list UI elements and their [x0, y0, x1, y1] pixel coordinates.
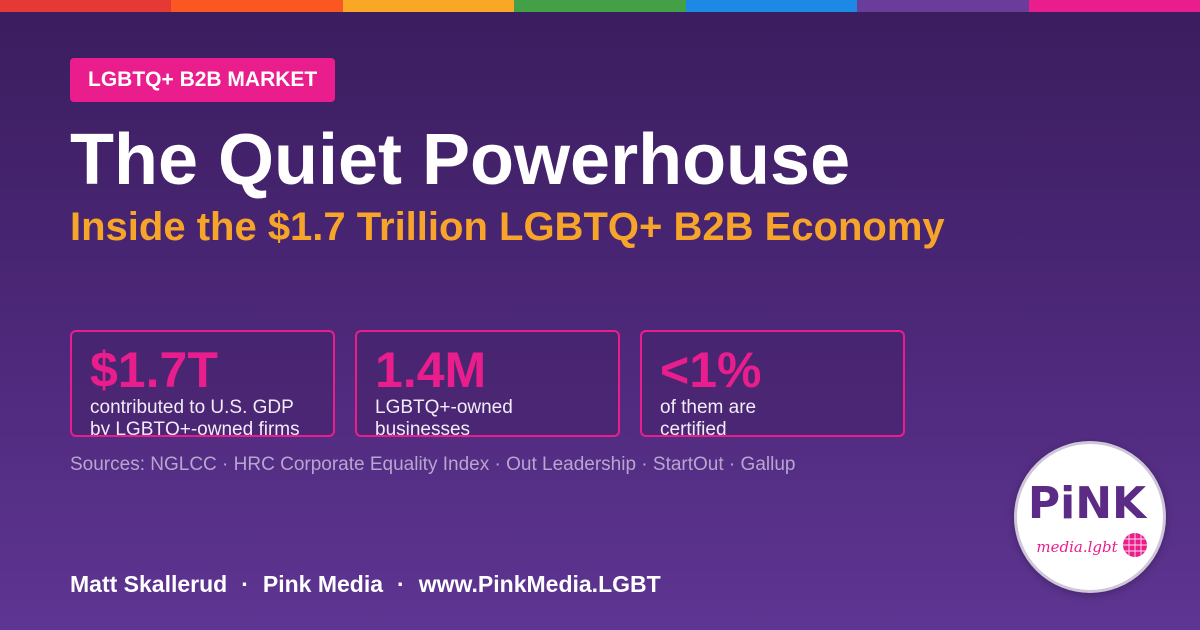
stat-label: of them are certified [660, 397, 885, 437]
rainbow-stripe [0, 0, 1200, 12]
author-name: Matt Skallerud [70, 571, 228, 597]
rainbow-segment-yellow [342, 0, 515, 12]
rainbow-segment-green [514, 0, 686, 12]
pink-media-logo[interactable]: PiNK media.lgbt [1014, 441, 1166, 593]
footer-separator: · [397, 571, 405, 597]
stat-card-certified: <1% of them are certified [640, 330, 905, 437]
rainbow-segment-blue [685, 0, 858, 12]
stat-label: contributed to U.S. GDP by LGBTQ+-owned … [90, 397, 315, 437]
stat-label-line: contributed to U.S. GDP [90, 397, 294, 418]
stat-label-line: of them are [660, 397, 757, 418]
rainbow-segment-purple [857, 0, 1029, 12]
stat-value: <1% [660, 342, 762, 398]
stat-card-gdp: $1.7T contributed to U.S. GDP by LGBTQ+-… [70, 330, 335, 437]
rainbow-segment-pink [1028, 0, 1200, 12]
logo-wordmark: PiNK [1028, 478, 1148, 529]
stat-value: 1.4M [375, 342, 487, 398]
company-name: Pink Media [262, 571, 384, 597]
logo-tagline: media.lgbt [1036, 538, 1118, 556]
footer-separator: · [241, 571, 249, 597]
footer-credits: Matt Skallerud · Pink Media · www.PinkMedia.… [70, 569, 661, 599]
page-subtitle: Inside the $1.7 Trillion LGBTQ+ B2B Econ… [70, 205, 945, 249]
category-badge: LGBTQ+ B2B MARKET [70, 58, 336, 102]
rainbow-segment-red [0, 0, 172, 12]
logo-graphic: PiNK media.lgbt [1028, 478, 1148, 557]
disco-ball-grid [1123, 533, 1147, 557]
stat-label-line: certified [660, 419, 727, 437]
stat-card-businesses: 1.4M LGBTQ+-owned businesses [355, 330, 620, 437]
sources-note: Sources: NGLCC · HRC Corporate Equality … [70, 454, 796, 475]
stat-label-line: businesses [375, 419, 471, 437]
stat-label-line: by LGBTQ+-owned firms [90, 419, 300, 437]
page-title: The Quiet Powerhouse [70, 120, 851, 200]
rainbow-segment-orange [171, 0, 343, 12]
stat-label: LGBTQ+-owned businesses [375, 397, 600, 437]
website-link[interactable]: www.PinkMedia.LGBT [418, 571, 661, 597]
stat-label-line: LGBTQ+-owned [375, 397, 513, 418]
stat-value: $1.7T [90, 342, 218, 398]
